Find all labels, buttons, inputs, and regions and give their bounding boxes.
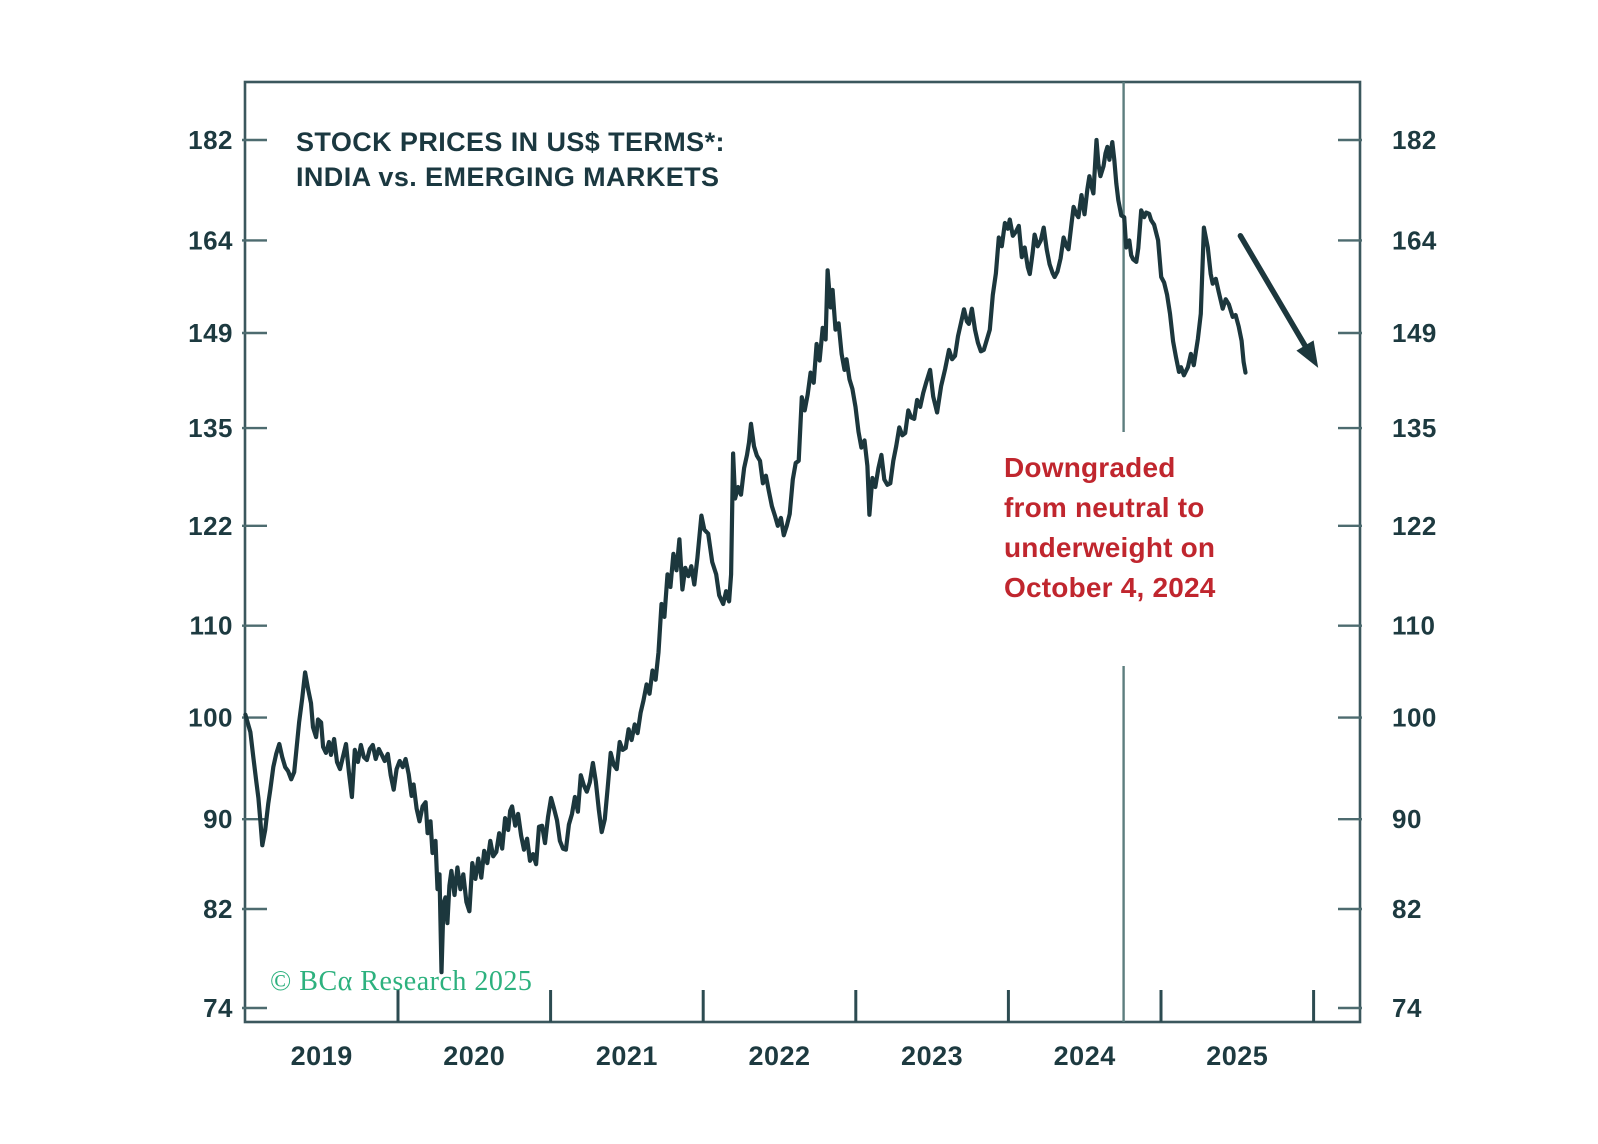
y-axis-tick-label-left: 122 bbox=[188, 511, 233, 541]
y-axis-tick-label-right: 135 bbox=[1392, 413, 1437, 443]
y-axis-tick-label-left: 164 bbox=[188, 225, 233, 255]
x-axis-ticks bbox=[396, 990, 1316, 1022]
x-axis-year-label: 2020 bbox=[443, 1041, 505, 1071]
copyright-text: © BCα Research 2025 bbox=[270, 966, 532, 997]
y-axis-tick-label-left: 82 bbox=[203, 894, 233, 924]
y-axis-tick-label-left: 182 bbox=[188, 125, 233, 155]
y-axis-tick-label-right: 182 bbox=[1392, 125, 1437, 155]
downtrend-arrow bbox=[1237, 233, 1319, 368]
x-axis-year-label: 2021 bbox=[596, 1041, 658, 1071]
y-axis-tick-label-right: 122 bbox=[1392, 511, 1437, 541]
x-axis-year-label: 2022 bbox=[748, 1041, 810, 1071]
y-axis-tick-label-right: 82 bbox=[1392, 894, 1422, 924]
arrow-head bbox=[1296, 340, 1319, 368]
y-axis-tick-label-left: 149 bbox=[188, 318, 233, 348]
x-axis-year-label: 2023 bbox=[901, 1041, 963, 1071]
y-axis-tick-label-right: 149 bbox=[1392, 318, 1437, 348]
chart-title-line1: STOCK PRICES IN US$ TERMS*: bbox=[296, 127, 725, 157]
x-axis-year-label: 2024 bbox=[1054, 1041, 1116, 1071]
arrow-shaft bbox=[1237, 233, 1311, 354]
downgrade-note-line2: from neutral to bbox=[1004, 492, 1205, 523]
y-axis-tick-label-left: 74 bbox=[203, 993, 233, 1023]
y-axis-tick-label-right: 100 bbox=[1392, 703, 1437, 733]
y-axis-tick-label-left: 100 bbox=[188, 703, 233, 733]
downgrade-note-line1: Downgraded bbox=[1004, 452, 1176, 483]
y-axis-tick-label-left: 135 bbox=[188, 413, 233, 443]
x-axis-year-label: 2025 bbox=[1206, 1041, 1268, 1071]
x-axis-year-label: 2019 bbox=[291, 1041, 353, 1071]
downgrade-note-line4: October 4, 2024 bbox=[1004, 572, 1216, 603]
y-axis-tick-label-left: 90 bbox=[203, 804, 233, 834]
y-axis-tick-label-right: 164 bbox=[1392, 225, 1437, 255]
india-vs-em-line-series bbox=[243, 137, 1248, 975]
chart-title-line2: INDIA vs. EMERGING MARKETS bbox=[296, 162, 719, 192]
x-axis-labels: 2019 2020 2021 2022 2023 2024 2025 bbox=[291, 1041, 1268, 1071]
plot-border bbox=[243, 80, 1362, 1024]
y-axis-labels: 182 182 164 164 149 149 135 135 122 122 110 110 100 1… bbox=[188, 125, 1437, 1023]
y-axis-tick-label-left: 110 bbox=[190, 611, 233, 641]
y-axis-tick-label-right: 74 bbox=[1392, 993, 1422, 1023]
y-axis-tick-label-right: 90 bbox=[1392, 804, 1422, 834]
downgrade-note-line3: underweight on bbox=[1004, 532, 1215, 563]
y-axis-tick-label-right: 110 bbox=[1392, 611, 1435, 641]
